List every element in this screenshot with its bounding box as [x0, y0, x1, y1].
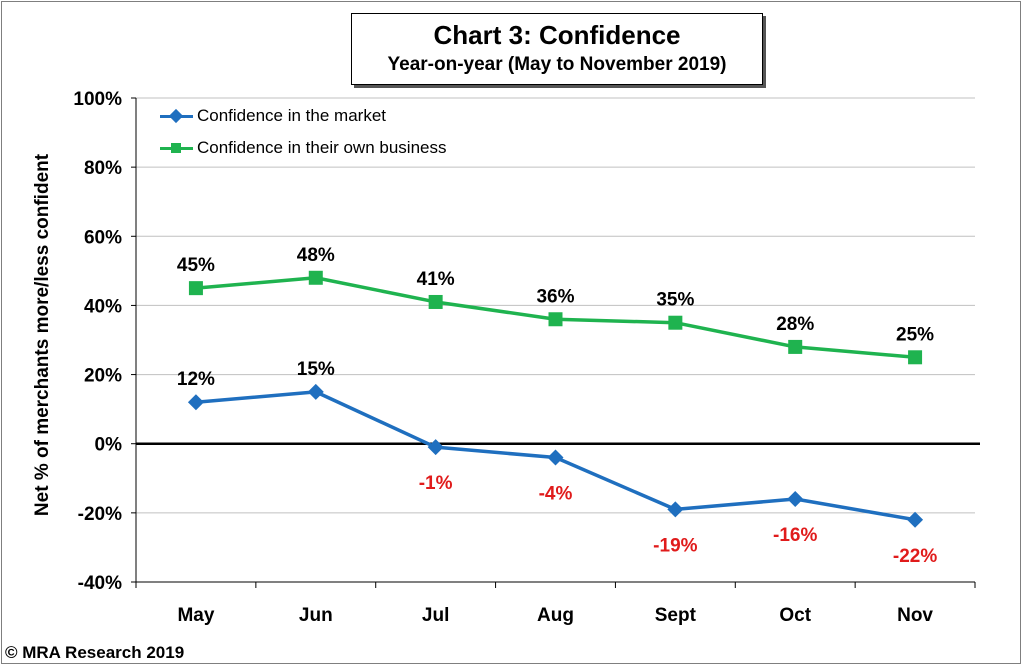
- data-label: 48%: [297, 245, 335, 266]
- data-point-market: [667, 501, 684, 518]
- legend-item-market: Confidence in the market: [160, 106, 386, 126]
- data-label: 35%: [656, 290, 694, 311]
- legend-swatch-market: [160, 108, 193, 124]
- x-tick-label: Jul: [422, 605, 449, 626]
- data-label: -16%: [773, 525, 817, 546]
- y-tick-label: -20%: [78, 504, 122, 525]
- chart-title: Chart 3: Confidence: [433, 20, 681, 50]
- data-point-market: [787, 491, 804, 508]
- y-tick-label: -40%: [78, 573, 122, 594]
- y-axis-label: Net % of merchants more/less confident: [32, 153, 53, 517]
- data-label: -1%: [419, 473, 453, 494]
- data-point-market: [547, 449, 564, 466]
- x-tick-label: Oct: [779, 605, 811, 626]
- title-box: Chart 3: Confidence Year-on-year (May to…: [351, 13, 763, 85]
- y-tick-label: 80%: [84, 158, 122, 179]
- y-tick-label: 100%: [73, 89, 122, 110]
- data-label: 41%: [417, 269, 455, 290]
- x-tick-label: Aug: [537, 605, 574, 626]
- x-tick-label: Jun: [299, 605, 333, 626]
- legend-label-market: Confidence in the market: [197, 106, 386, 125]
- data-point-business: [308, 270, 323, 285]
- y-tick-label: 0%: [95, 435, 123, 456]
- data-label: -4%: [539, 484, 573, 505]
- data-point-business: [548, 312, 563, 327]
- data-point-market: [907, 511, 924, 528]
- data-label: -22%: [893, 546, 937, 567]
- data-label: 28%: [776, 314, 814, 335]
- legend-swatch-business: [160, 141, 193, 155]
- data-point-business: [788, 339, 803, 354]
- y-tick-label: 20%: [84, 366, 122, 387]
- legend-item-business: Confidence in their own business: [160, 138, 446, 158]
- copyright-notice: © MRA Research 2019: [5, 643, 185, 662]
- legend-label-business: Confidence in their own business: [197, 138, 447, 157]
- chart-subtitle: Year-on-year (May to November 2019): [387, 54, 727, 75]
- x-tick-label: May: [177, 605, 214, 626]
- y-tick-label: 40%: [84, 296, 122, 317]
- x-tick-label: Sept: [655, 605, 697, 626]
- data-label: 12%: [177, 369, 215, 390]
- data-label: 45%: [177, 255, 215, 276]
- data-point-business: [908, 350, 923, 365]
- x-tick-label: Nov: [897, 605, 933, 626]
- data-point-business: [188, 281, 203, 296]
- data-point-business: [668, 315, 683, 330]
- data-point-market: [427, 439, 444, 456]
- data-point-market: [187, 394, 204, 411]
- data-label: 15%: [297, 359, 335, 380]
- data-label: -19%: [653, 535, 697, 556]
- y-tick-label: 60%: [84, 227, 122, 248]
- data-point-market: [307, 383, 324, 400]
- data-label: 25%: [896, 324, 934, 345]
- data-point-business: [428, 294, 443, 309]
- data-label: 36%: [536, 286, 574, 307]
